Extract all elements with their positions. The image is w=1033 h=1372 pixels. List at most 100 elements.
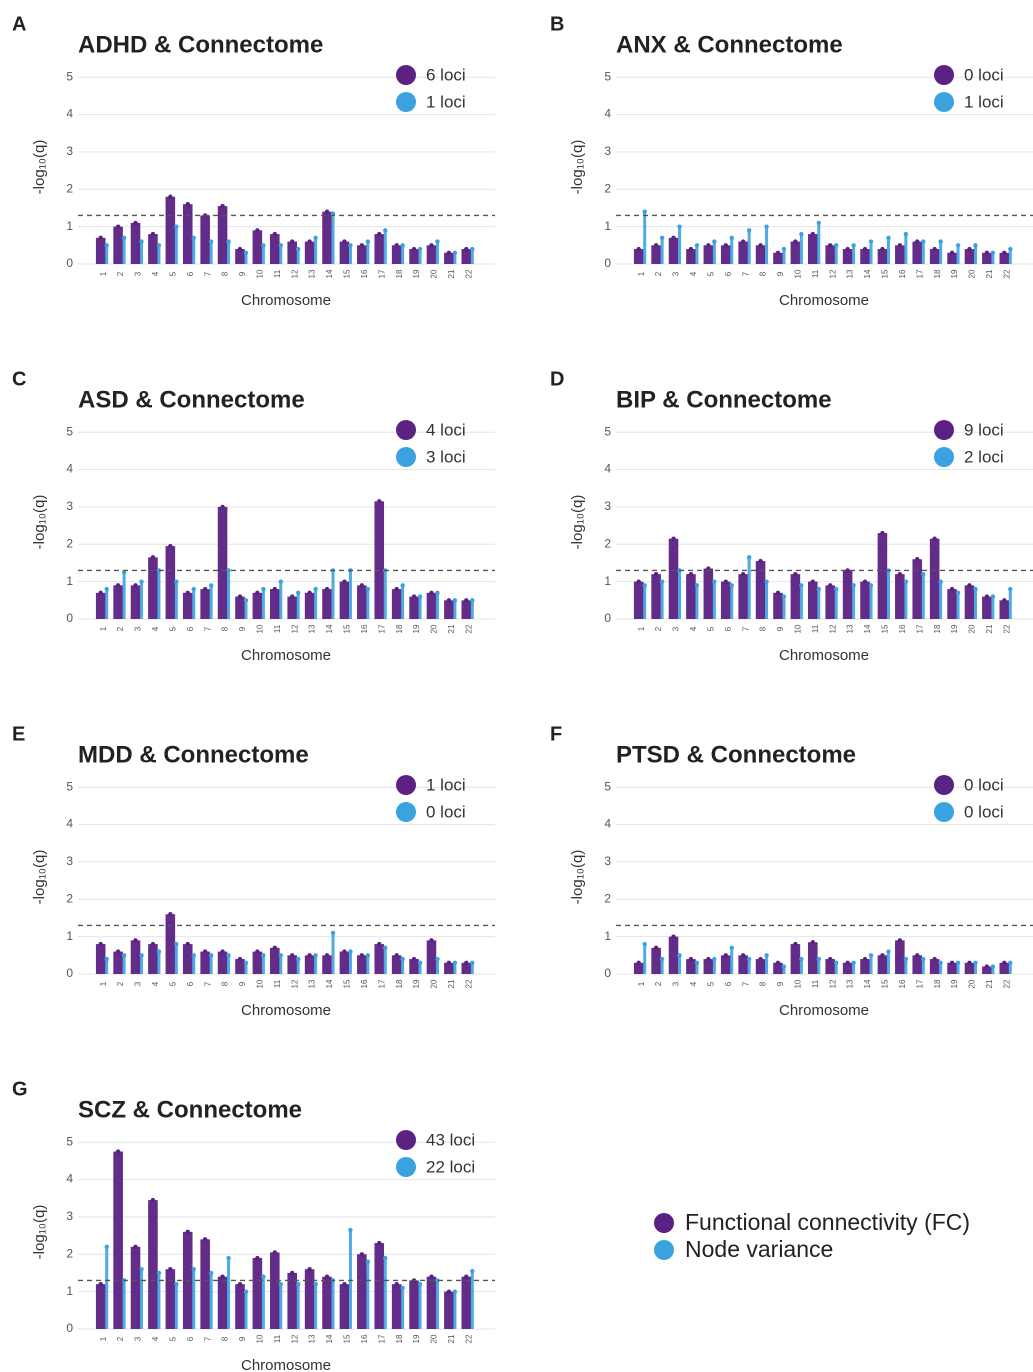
peak-point — [202, 586, 208, 592]
x-tick-label: 19 — [950, 979, 959, 988]
x-tick-label: 17 — [377, 979, 386, 988]
peak-column — [799, 234, 803, 264]
y-tick-label: 0 — [66, 966, 73, 980]
peak-column — [860, 959, 870, 974]
peak-column — [130, 1246, 141, 1329]
peak-column — [633, 962, 644, 974]
y-tick-label: 2 — [66, 891, 73, 905]
peak-point — [723, 579, 728, 584]
x-tick-label: 7 — [741, 626, 750, 631]
x-tick-label: 10 — [793, 979, 802, 988]
peak-point — [740, 953, 746, 958]
x-tick-label: 22 — [464, 1334, 473, 1343]
x-tick-label: 18 — [395, 979, 404, 988]
peak-point — [688, 571, 694, 577]
peak-column — [252, 230, 263, 264]
peak-column — [287, 955, 297, 974]
peak-column — [886, 570, 890, 619]
y-tick-label: 4 — [66, 817, 73, 831]
peak-point — [237, 956, 243, 962]
peak-column — [633, 581, 644, 619]
peak-column — [964, 249, 975, 264]
peak-point — [712, 956, 717, 962]
y-tick-label: 1 — [604, 219, 611, 233]
peak-point — [174, 579, 179, 584]
peak-column — [174, 944, 178, 974]
peak-column — [192, 589, 196, 619]
peak-point — [383, 228, 388, 233]
x-tick-label: 8 — [759, 981, 768, 986]
peak-column — [113, 585, 123, 619]
x-tick-label: 13 — [308, 624, 317, 633]
x-tick-label: 3 — [672, 271, 681, 276]
peak-point — [133, 938, 138, 943]
peak-column — [877, 249, 888, 264]
peak-point — [464, 598, 469, 603]
y-axis-label: -log₁₀(q) — [31, 495, 48, 550]
panel-letter: D — [550, 368, 564, 390]
x-tick-label: 2 — [654, 981, 663, 986]
x-tick-label: 1 — [637, 271, 646, 276]
peak-point — [150, 231, 156, 237]
peak-column — [720, 581, 731, 619]
peak-point — [400, 956, 405, 962]
peak-column — [747, 959, 751, 974]
x-tick-label: 20 — [430, 979, 439, 988]
y-tick-label: 1 — [66, 219, 73, 233]
peak-column — [348, 951, 352, 974]
peak-point — [272, 945, 277, 951]
y-tick-label: 0 — [66, 1321, 73, 1335]
peak-point — [938, 960, 943, 965]
peak-column — [418, 249, 422, 264]
x-tick-label: 16 — [360, 624, 369, 633]
peak-point — [429, 938, 434, 943]
x-tick-label: 6 — [724, 626, 733, 631]
peak-column — [296, 1284, 300, 1329]
x-tick-label: 21 — [985, 269, 994, 278]
peak-point — [938, 579, 943, 584]
peak-column — [765, 955, 769, 974]
legend-label: 22 loci — [426, 1157, 475, 1176]
y-tick-label: 5 — [66, 779, 73, 793]
peak-point — [411, 246, 417, 252]
peak-point — [411, 594, 417, 599]
peak-point — [729, 945, 734, 951]
x-tick-label: 19 — [412, 624, 421, 633]
peak-column — [956, 245, 960, 264]
peak-column — [182, 592, 193, 619]
peak-column — [869, 241, 873, 264]
peak-column — [444, 600, 454, 619]
x-tick-label: 11 — [273, 979, 282, 988]
peak-column — [929, 538, 940, 619]
peak-point — [470, 960, 475, 965]
legend-swatch — [934, 420, 954, 440]
peak-point — [793, 941, 798, 947]
x-tick-label: 7 — [203, 1336, 212, 1341]
peak-column — [886, 951, 890, 974]
peak-point — [932, 246, 937, 252]
x-tick-label: 9 — [776, 271, 785, 276]
y-tick-label: 3 — [66, 499, 73, 513]
peak-point — [775, 250, 781, 255]
peak-column — [418, 962, 422, 974]
peak-column — [261, 1276, 265, 1329]
x-tick-label: 11 — [811, 269, 820, 278]
y-tick-label: 2 — [604, 536, 611, 550]
x-tick-label: 12 — [290, 269, 299, 278]
peak-point — [255, 1255, 260, 1261]
peak-point — [202, 949, 208, 954]
peak-point — [967, 246, 972, 252]
x-tick-label: 20 — [968, 979, 977, 988]
peak-point — [278, 1281, 283, 1287]
peak-column — [304, 241, 315, 264]
peak-point — [296, 590, 301, 596]
peak-column — [200, 1239, 210, 1329]
x-tick-label: 2 — [116, 1336, 125, 1341]
peak-point — [990, 594, 996, 599]
peak-column — [939, 962, 943, 974]
peak-column — [660, 959, 664, 974]
peak-column — [817, 959, 821, 974]
peak-column — [95, 237, 106, 264]
x-tick-label: 18 — [933, 979, 942, 988]
